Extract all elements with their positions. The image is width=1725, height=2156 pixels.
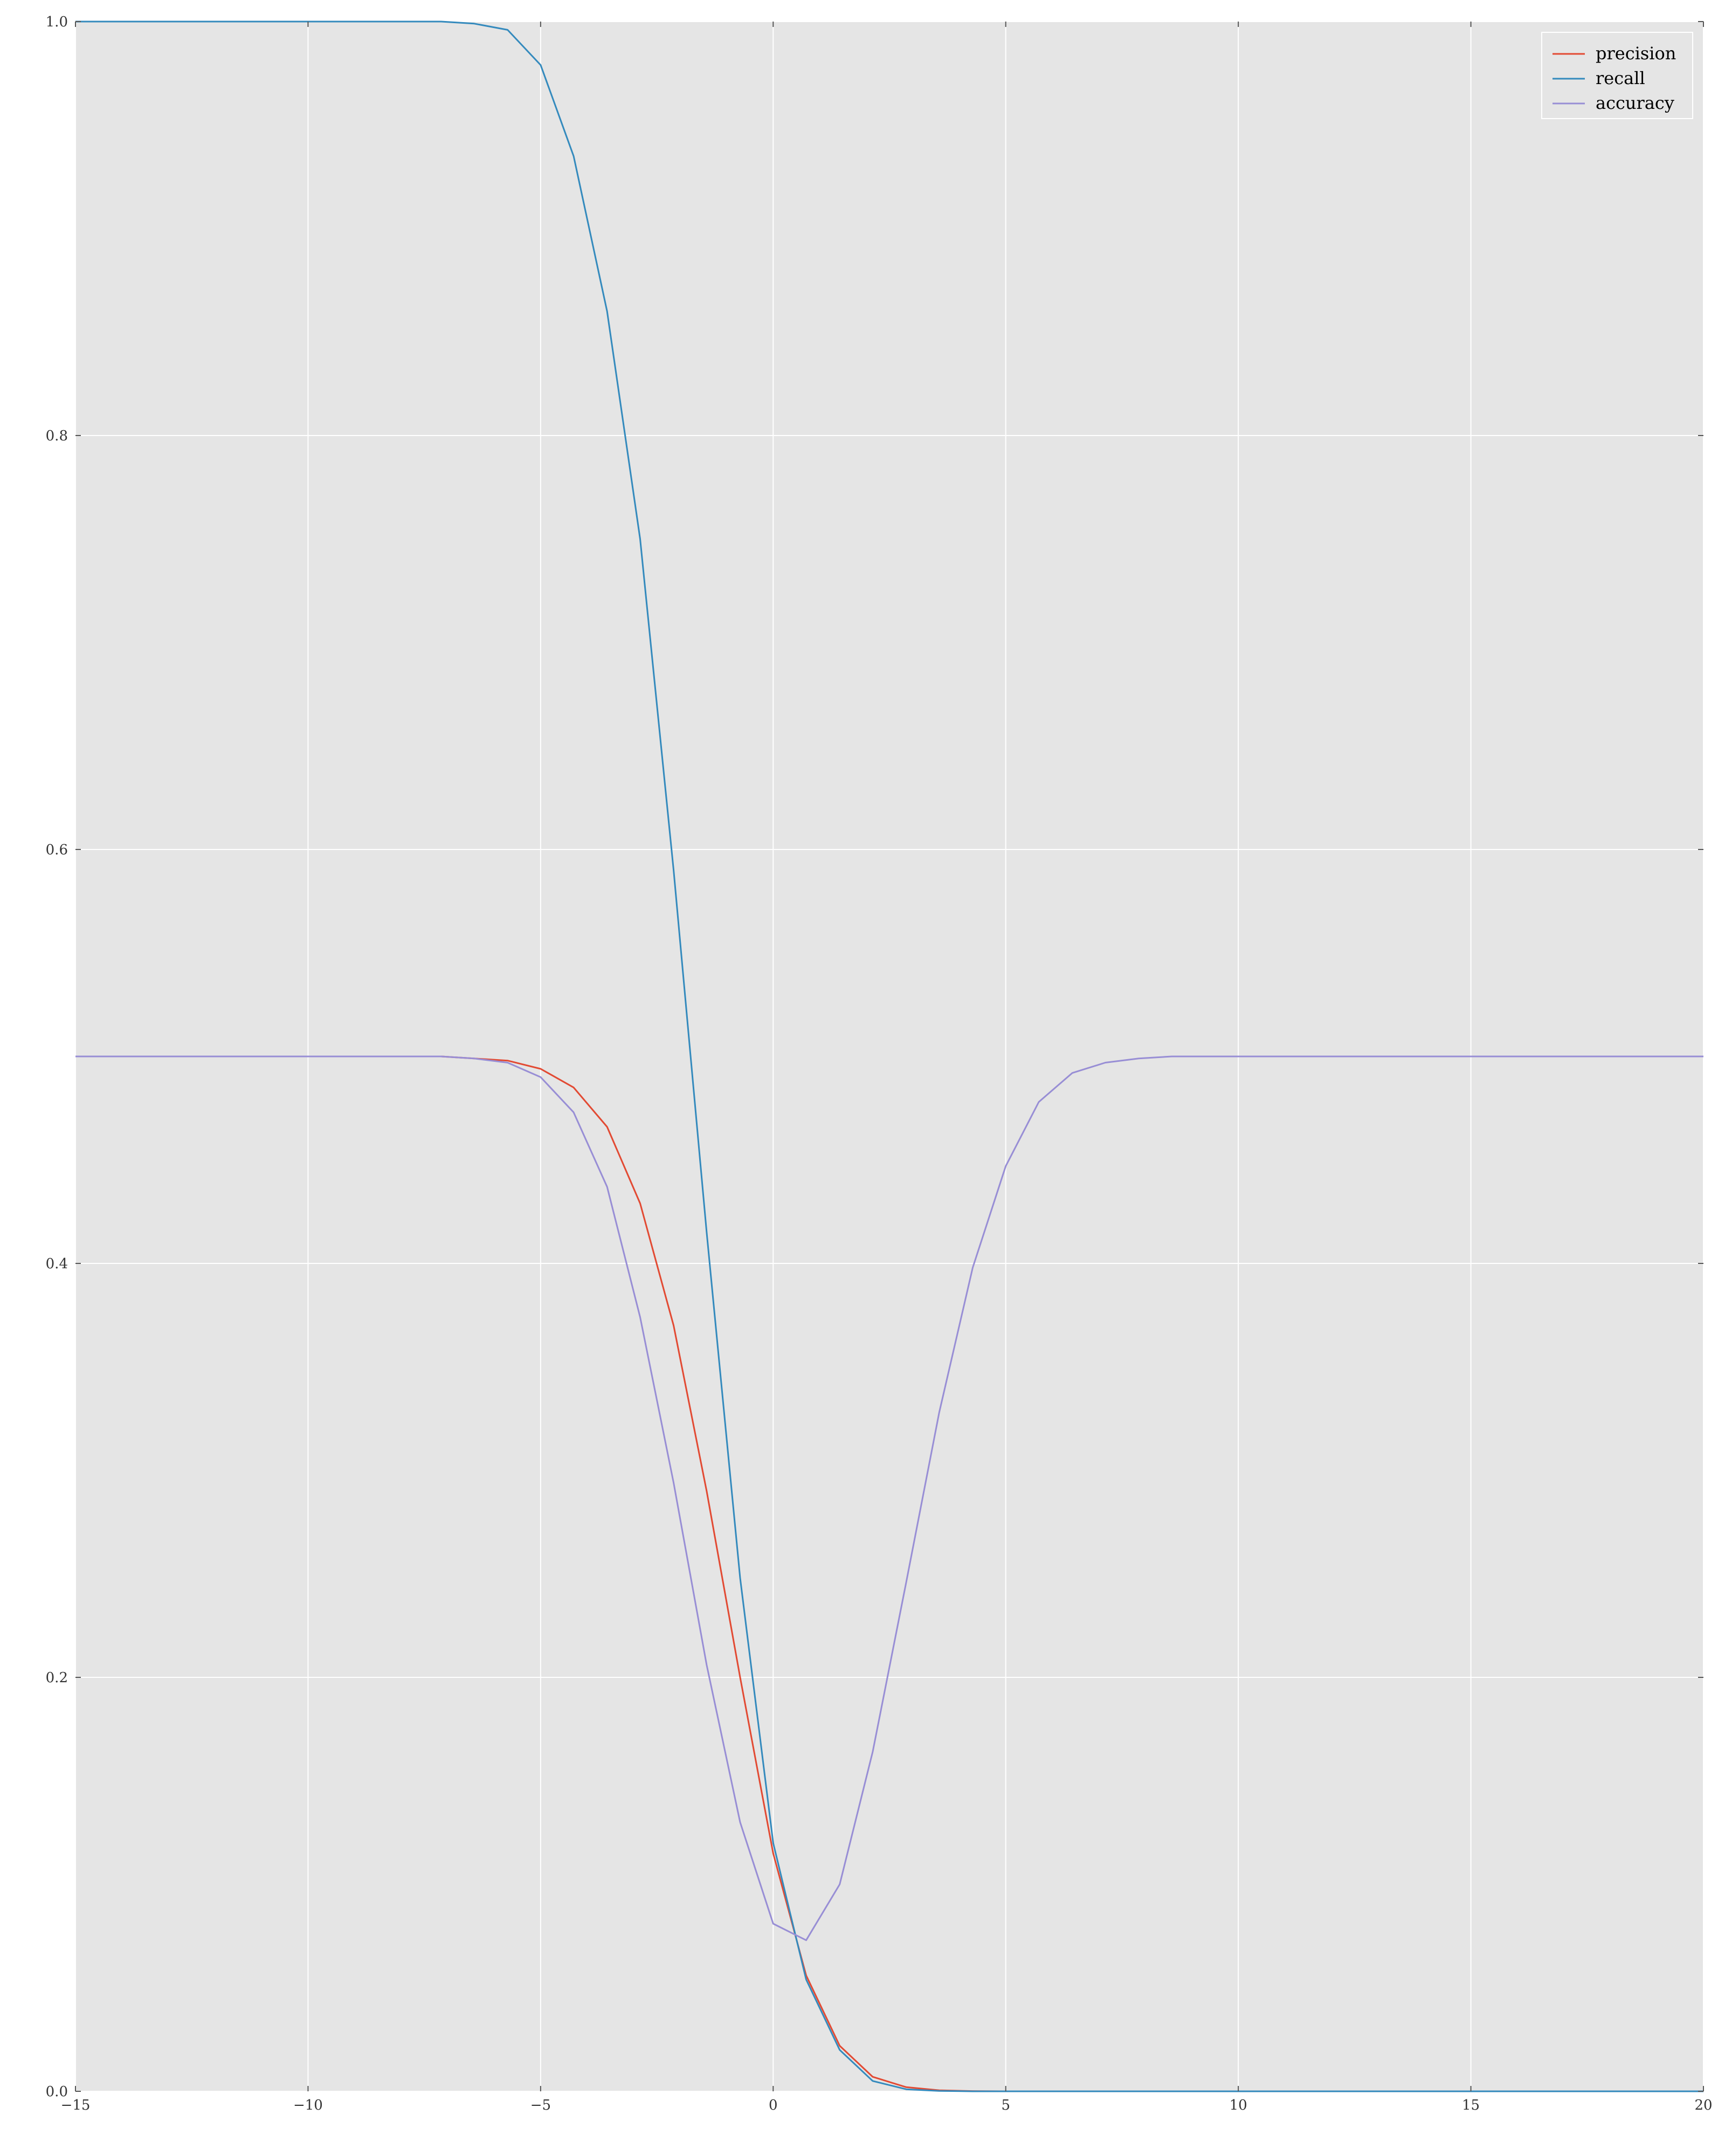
series-lines: [75, 20, 1703, 2092]
y-tick-label: 0.6: [46, 842, 68, 858]
grid-lines: [75, 21, 1704, 2092]
legend-label-accuracy: accuracy: [1596, 93, 1674, 113]
y-tick-label: 0.2: [46, 1670, 68, 1686]
x-tick-label: 5: [1001, 2097, 1010, 2113]
series-line-accuracy: [75, 1055, 1703, 1941]
legend-label-recall: recall: [1596, 68, 1645, 88]
axis-ticks: [75, 21, 1704, 2092]
x-tick-label: −15: [61, 2097, 91, 2113]
x-tick-label: 20: [1694, 2097, 1712, 2113]
y-tick-label: 0.8: [46, 428, 68, 444]
legend: precision recall accuracy: [1541, 32, 1693, 119]
x-tick-label: −5: [530, 2097, 551, 2113]
legend-label-precision: precision: [1596, 43, 1676, 64]
tick-labels: −15 −10 −5 0 5 10 15 20 0.0 0.2 0.4 0.6 0.8 1.0: [46, 14, 1713, 2113]
series-line-recall: [75, 20, 1703, 2092]
x-tick-label: −10: [293, 2097, 323, 2113]
x-tick-label: 15: [1462, 2097, 1480, 2113]
y-tick-label: 1.0: [46, 14, 68, 30]
y-tick-label: 0.4: [46, 1256, 68, 1272]
x-tick-label: 10: [1230, 2097, 1247, 2113]
y-tick-label: 0.0: [46, 2084, 68, 2100]
x-tick-label: 0: [769, 2097, 778, 2113]
